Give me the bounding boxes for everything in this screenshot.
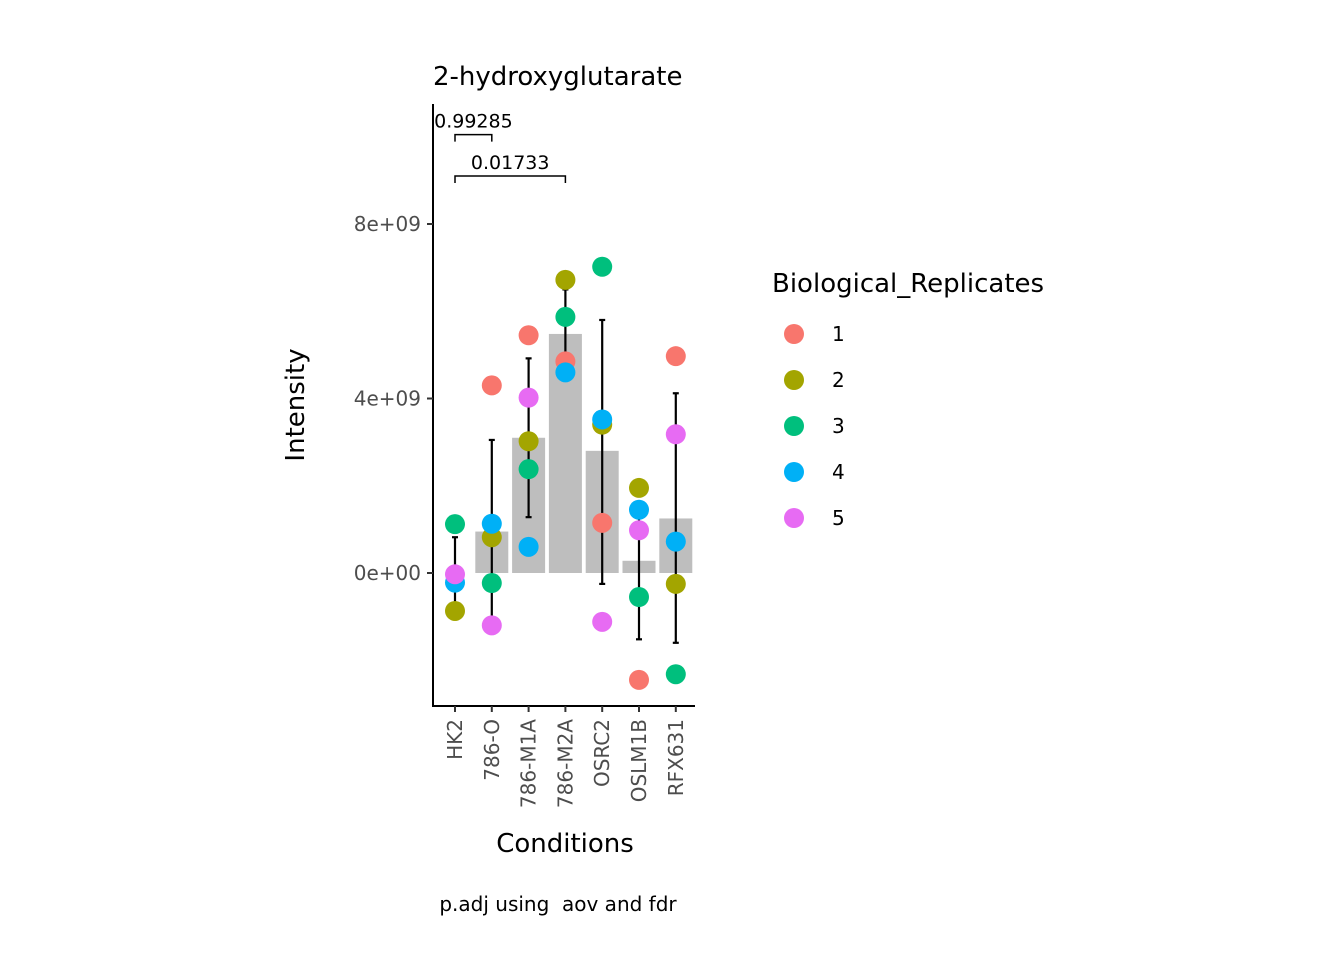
y-ticks: 0e+00 4e+09 8e+09 [354, 212, 433, 585]
x-tick-label-RFX631: RFX631 [664, 719, 688, 796]
x-axis-title: Conditions [496, 829, 634, 859]
point-rep2-HK2 [445, 600, 465, 621]
point-rep1-OSLM1B [629, 669, 649, 690]
point-rep1-786-O [481, 375, 502, 396]
point-rep2-OSLM1B [629, 477, 649, 498]
x-tick-label-OSLM1B: OSLM1B [627, 719, 651, 802]
point-rep5-786-M1A [518, 387, 539, 408]
points-layer [445, 256, 686, 690]
point-rep4-OSRC2 [592, 409, 613, 430]
point-rep4-OSLM1B [629, 499, 649, 520]
point-rep2-786-M2A [555, 269, 576, 290]
point-rep1-RFX631 [665, 346, 686, 367]
legend-key-5 [784, 508, 804, 528]
legend-key-3 [784, 416, 804, 436]
bracket-HK2-786-O [454, 133, 493, 142]
axes [432, 104, 695, 707]
point-rep3-OSLM1B [629, 586, 649, 607]
point-rep3-786-M1A [518, 459, 539, 480]
legend-title: Biological_Replicates [772, 269, 1044, 299]
point-rep1-786-M1A [518, 325, 539, 346]
legend-label-3: 3 [832, 414, 845, 438]
point-rep3-786-O [481, 573, 502, 594]
bracket-HK2-786-M2A [454, 175, 567, 184]
point-rep5-OSRC2 [592, 611, 613, 632]
y-tick-label-8e+09: 8e+09 [354, 212, 421, 236]
x-tick-label-786-M1A: 786-M1A [517, 719, 541, 808]
legend-label-2: 2 [832, 368, 845, 392]
x-tick-label-786-O: 786-O [480, 719, 504, 781]
legend-label-5: 5 [832, 506, 845, 530]
point-rep3-OSRC2 [592, 256, 613, 277]
legend-key-2 [784, 370, 804, 390]
point-rep4-786-M2A [555, 362, 576, 383]
x-tick-label-OSRC2: OSRC2 [590, 719, 614, 787]
point-rep2-RFX631 [665, 573, 686, 594]
point-rep3-786-M2A [555, 306, 576, 327]
point-rep5-OSLM1B [629, 520, 649, 541]
point-rep1-OSRC2 [592, 512, 613, 533]
x-ticks: HK2 786-O 786-M1A 786-M2A OSRC2 OSLM1B RFX631 [443, 706, 688, 808]
point-rep5-786-O [481, 615, 502, 636]
legend-key-1 [784, 324, 804, 344]
significance-brackets: 0.99285 0.01733 [434, 111, 567, 184]
chart-title: 2-hydroxyglutarate [433, 62, 682, 92]
x-tick-label-786-M2A: 786-M2A [553, 719, 577, 808]
x-tick-label-HK2: HK2 [443, 719, 467, 760]
caption: p.adj using aov and fdr [439, 892, 677, 916]
point-rep4-786-M1A [518, 536, 539, 557]
point-rep5-HK2 [445, 564, 465, 585]
legend-label-4: 4 [832, 460, 845, 484]
y-axis-title: Intensity [281, 348, 311, 461]
point-rep3-HK2 [445, 514, 465, 535]
y-tick-label-0e+00: 0e+00 [354, 561, 421, 585]
bracket-label-2: 0.01733 [471, 152, 550, 174]
y-tick-label-4e+09: 4e+09 [354, 387, 421, 411]
legend: Biological_Replicates 1 2 3 4 5 [772, 269, 1044, 530]
bracket-label-1: 0.99285 [434, 111, 513, 133]
bars-layer [475, 333, 693, 573]
point-rep2-786-M1A [518, 431, 539, 452]
point-rep4-786-O [481, 513, 502, 534]
point-rep3-RFX631 [665, 664, 686, 685]
point-rep5-RFX631 [665, 424, 686, 445]
legend-label-1: 1 [832, 322, 845, 346]
point-rep4-RFX631 [665, 531, 686, 552]
legend-key-4 [784, 462, 804, 482]
